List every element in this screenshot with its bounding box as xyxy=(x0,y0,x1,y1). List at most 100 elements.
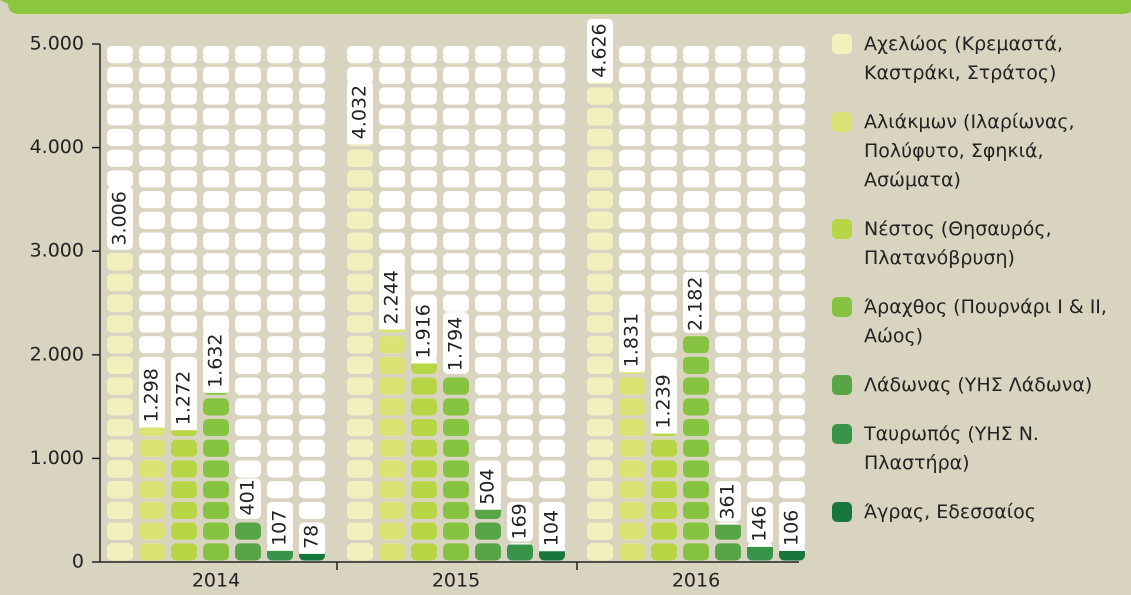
cell xyxy=(587,87,613,105)
cell xyxy=(299,356,325,375)
cell xyxy=(139,481,165,499)
cell xyxy=(107,377,133,395)
cell xyxy=(507,418,533,437)
cell xyxy=(267,460,293,478)
cell xyxy=(587,211,613,229)
cell xyxy=(171,211,197,229)
cell xyxy=(299,398,325,416)
cell xyxy=(651,433,677,437)
cell xyxy=(539,377,565,395)
cell xyxy=(651,170,677,188)
cell xyxy=(651,108,677,126)
data-label: 106 xyxy=(781,510,803,546)
cell xyxy=(443,543,469,561)
cell xyxy=(475,253,501,271)
legend-swatch xyxy=(832,112,852,132)
data-label: 3.006 xyxy=(109,191,131,245)
cell xyxy=(235,149,261,167)
cell xyxy=(267,294,293,312)
legend-label: Άγρας, Εδεσσαίος xyxy=(864,501,1036,523)
cell xyxy=(347,66,373,84)
cell xyxy=(107,87,133,105)
cell xyxy=(683,398,709,416)
cell xyxy=(267,108,293,126)
legend-label: Νέστος (Θησαυρός, Πλατανόβρυση) xyxy=(864,218,1052,269)
cell xyxy=(139,46,165,64)
cell xyxy=(347,501,373,520)
cell xyxy=(203,460,229,478)
cell xyxy=(539,128,565,147)
cell xyxy=(747,418,773,437)
data-label: 4.032 xyxy=(349,85,371,139)
cell xyxy=(411,543,437,561)
cell xyxy=(747,460,773,478)
y-tick-label: 1.000 xyxy=(30,447,84,469)
label-bg xyxy=(379,265,405,327)
cell xyxy=(267,273,293,292)
cell xyxy=(411,439,437,457)
bar xyxy=(587,82,613,561)
data-label: 4.626 xyxy=(589,23,611,77)
cell xyxy=(235,439,261,457)
cell xyxy=(619,543,645,561)
x-tick-label: 2014 xyxy=(192,570,240,592)
cell xyxy=(507,273,533,292)
cell xyxy=(475,398,501,416)
legend-item: Αχελώος (Κρεμαστά, Καστράκι, Στράτος) xyxy=(832,30,1127,88)
cell xyxy=(171,149,197,167)
cell xyxy=(299,170,325,188)
cell xyxy=(267,232,293,250)
cell xyxy=(539,232,565,250)
data-label: 504 xyxy=(477,469,499,505)
cell xyxy=(651,294,677,312)
cell xyxy=(379,170,405,188)
cell xyxy=(235,46,261,64)
cell xyxy=(747,356,773,375)
cell xyxy=(539,191,565,209)
cell xyxy=(619,439,645,457)
cell xyxy=(507,211,533,229)
cell xyxy=(779,191,805,209)
cell xyxy=(619,481,645,499)
cell xyxy=(299,232,325,250)
cell xyxy=(171,336,197,354)
cell xyxy=(299,128,325,147)
cell xyxy=(683,211,709,229)
cell xyxy=(411,191,437,209)
cell xyxy=(203,418,229,437)
cell xyxy=(107,522,133,540)
cell xyxy=(139,232,165,250)
cell xyxy=(619,211,645,229)
cell xyxy=(651,460,677,478)
empty-cells xyxy=(539,46,565,561)
bar xyxy=(443,377,469,561)
cell xyxy=(347,522,373,540)
cell xyxy=(507,398,533,416)
cell xyxy=(411,128,437,147)
cell xyxy=(299,377,325,395)
cell xyxy=(107,398,133,416)
cell xyxy=(715,439,741,457)
cell xyxy=(539,253,565,271)
cell xyxy=(107,128,133,147)
cell xyxy=(107,108,133,126)
cell xyxy=(443,170,469,188)
cell xyxy=(587,294,613,312)
cell xyxy=(539,439,565,457)
cell xyxy=(651,128,677,147)
cell xyxy=(299,46,325,64)
cell xyxy=(411,108,437,126)
cell xyxy=(411,149,437,167)
cell xyxy=(139,128,165,147)
cell xyxy=(347,377,373,395)
y-tick-label: 0 xyxy=(72,551,84,573)
cell xyxy=(139,427,165,437)
cell xyxy=(507,191,533,209)
cell xyxy=(203,398,229,416)
label-bg xyxy=(715,482,741,522)
cell xyxy=(475,294,501,312)
cell xyxy=(651,232,677,250)
cell xyxy=(779,377,805,395)
empty-cells xyxy=(299,46,325,561)
cell xyxy=(747,149,773,167)
